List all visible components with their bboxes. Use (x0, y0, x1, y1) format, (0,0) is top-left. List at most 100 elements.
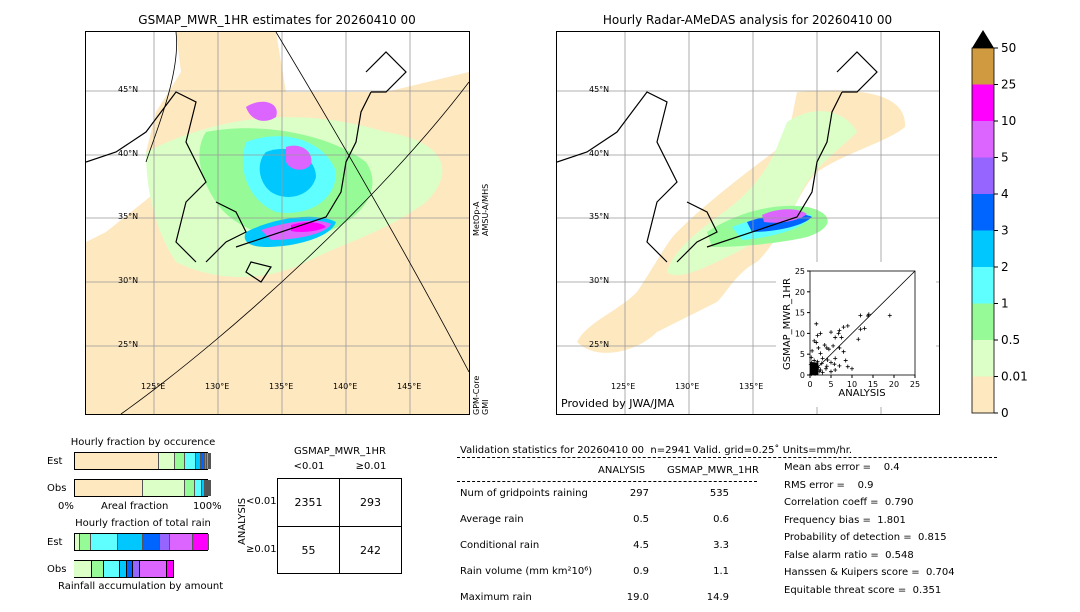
colorbar-segment (972, 157, 994, 194)
scatter-ytick-label: 5 (800, 350, 805, 359)
bar-segment (75, 453, 160, 469)
sensor-label-gpm-line2: GMI (481, 399, 490, 415)
scatter-point (887, 313, 892, 318)
scatter-point (809, 360, 814, 365)
rain-5 (286, 145, 312, 170)
right-lat-label-30: 30°N (589, 276, 610, 285)
right-lon-label-130: 130°E (675, 382, 700, 391)
scatter-point (810, 348, 815, 353)
scatter-point (858, 313, 863, 318)
occ-obs-bar (74, 479, 211, 497)
bar-segment (80, 534, 92, 550)
scatter-point (823, 366, 828, 371)
scatter-point (814, 340, 819, 345)
contingency-cell-10: 55 (277, 526, 340, 574)
stat-gsmap: 1.1 (713, 566, 729, 577)
occ-xlabel: Areal fraction (101, 501, 169, 512)
stat-label: Maximum rain (460, 592, 532, 603)
bar-segment (204, 453, 208, 469)
bar-segment (126, 560, 134, 578)
score-line: Correlation coeff = 0.790 (784, 497, 914, 508)
rain-est-bar (74, 533, 209, 551)
score-line: Equitable threat score = 0.351 (784, 584, 942, 596)
scatter-point (808, 362, 813, 367)
bar-segment (167, 560, 175, 578)
scatter-point (819, 361, 824, 366)
score-line: Mean abs error = 0.4 (784, 462, 900, 473)
stat-label: Conditional rain (460, 540, 540, 551)
bar-segment (119, 560, 127, 578)
scatter-point (837, 363, 842, 368)
rain-est-label: Est (47, 537, 63, 548)
colorbar-segment (972, 376, 994, 413)
bar-segment (204, 480, 207, 496)
bar-segment (91, 534, 119, 550)
right-lat-label-35: 35°N (589, 212, 610, 221)
stat-label: Average rain (460, 514, 524, 525)
right-lon-label-135: 135°E (739, 382, 764, 391)
outside-swath-2 (276, 32, 469, 92)
scatter-point (812, 358, 817, 363)
bar-segment (75, 534, 81, 550)
rain-obs-label: Obs (47, 564, 67, 575)
scatter-point (837, 328, 842, 333)
scatter-ylabel: GSMAP_MWR_1HR (782, 278, 793, 370)
colorbar-tick-label: 50 (1001, 41, 1016, 55)
bar-segment (103, 560, 120, 578)
bar-segment (206, 480, 208, 496)
scatter-xlabel: ANALYSIS (838, 388, 886, 399)
rain-north (246, 101, 277, 121)
scatter-point (816, 345, 821, 350)
stat-gsmap: 535 (709, 488, 729, 499)
bar-segment (202, 480, 205, 496)
scatter-point (843, 358, 848, 363)
colorbar-segment (972, 340, 994, 377)
score-line: False alarm ratio = 0.548 (784, 549, 914, 561)
scatter-xtick-label: 10 (847, 380, 857, 389)
stats-table-divider (457, 481, 757, 482)
bar-segment (210, 480, 211, 496)
scatter-ytick-label: 10 (795, 329, 805, 338)
left-lon-label-135: 135°E (269, 382, 294, 391)
colorbar-segment (972, 303, 994, 340)
right-lat-label-25: 25°N (589, 340, 610, 349)
contingency-cell-11: 242 (339, 526, 402, 574)
scatter-point (824, 345, 829, 350)
scatter-ytick-label: 15 (795, 309, 805, 318)
scatter-point (833, 368, 838, 373)
scatter-xtick-label: 20 (889, 380, 899, 389)
bar-segment (195, 453, 202, 469)
scatter-point (816, 365, 821, 370)
scatter-point (865, 313, 870, 318)
rainfrac-title: Hourly fraction of total rain (75, 518, 211, 529)
bar-segment (159, 534, 170, 550)
rain-obs-bar (74, 560, 208, 578)
contingency-cell-01: 293 (339, 478, 402, 527)
outside-swath (86, 32, 181, 242)
bar-segment (207, 453, 209, 469)
gridlines (86, 32, 469, 414)
scatter-point (836, 331, 841, 336)
scatter-point (820, 370, 825, 375)
scatter-point (809, 355, 814, 360)
sensor-label-metop: MetOp-A AMSU-A/MHS (472, 184, 490, 236)
left-lon-label-145: 145°E (397, 382, 422, 391)
scatter-point (850, 366, 854, 371)
swath-edges (120, 32, 469, 414)
bar-segment (118, 534, 144, 550)
score-line: RMS error = 0.9 (784, 479, 874, 491)
scatter-point (839, 335, 844, 340)
scatter-dense-cluster (810, 362, 819, 375)
colorbar-segment (972, 121, 994, 158)
left-lat-label-40: 40°N (118, 149, 139, 158)
scatter-point (818, 331, 823, 336)
stat-analysis: 4.5 (633, 540, 649, 551)
occ-tick-0: 0% (58, 501, 74, 512)
scatter-xtick-label: 5 (828, 380, 833, 389)
right-lat-label-40: 40°N (589, 149, 610, 158)
left-map-canvas (86, 32, 469, 414)
colorbar-tick-label: 10 (1001, 114, 1016, 128)
scatter-point (820, 356, 825, 361)
coastlines (86, 51, 407, 283)
